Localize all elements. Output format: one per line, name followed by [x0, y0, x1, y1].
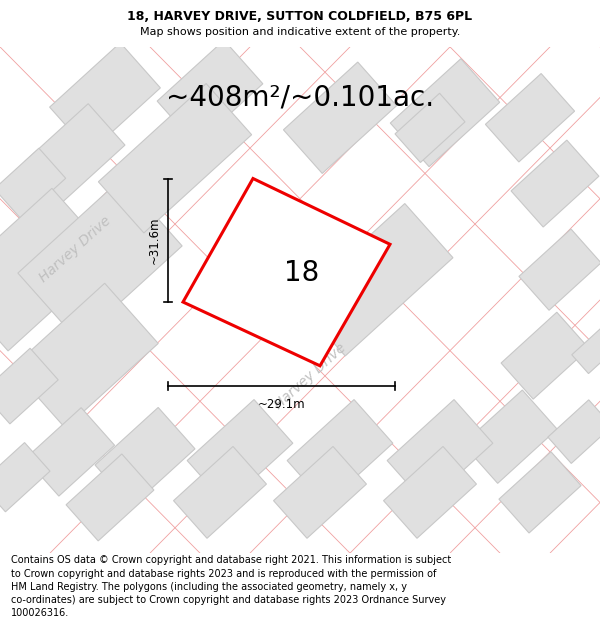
Polygon shape — [283, 62, 397, 174]
Text: Contains OS data © Crown copyright and database right 2021. This information is : Contains OS data © Crown copyright and d… — [11, 555, 451, 565]
Polygon shape — [390, 59, 500, 167]
Polygon shape — [66, 454, 154, 541]
Polygon shape — [12, 283, 158, 428]
Polygon shape — [511, 140, 599, 227]
Text: 100026316.: 100026316. — [11, 609, 69, 619]
Text: Harvey Drive: Harvey Drive — [272, 340, 349, 412]
Polygon shape — [0, 348, 58, 424]
Text: ~408m²/~0.101ac.: ~408m²/~0.101ac. — [166, 84, 434, 111]
Text: co-ordinates) are subject to Crown copyright and database rights 2023 Ordnance S: co-ordinates) are subject to Crown copyr… — [11, 595, 446, 605]
Text: Map shows position and indicative extent of the property.: Map shows position and indicative extent… — [140, 26, 460, 36]
Text: 18, HARVEY DRIVE, SUTTON COLDFIELD, B75 6PL: 18, HARVEY DRIVE, SUTTON COLDFIELD, B75 … — [127, 10, 473, 23]
Polygon shape — [187, 399, 293, 504]
Polygon shape — [499, 452, 581, 533]
Polygon shape — [519, 229, 600, 310]
Polygon shape — [274, 446, 367, 538]
Polygon shape — [387, 399, 493, 504]
Polygon shape — [287, 399, 393, 504]
Text: ~29.1m: ~29.1m — [257, 398, 305, 411]
Polygon shape — [50, 42, 160, 152]
Polygon shape — [395, 93, 465, 162]
Polygon shape — [98, 84, 251, 233]
Polygon shape — [0, 442, 50, 512]
Polygon shape — [297, 204, 453, 356]
Polygon shape — [548, 400, 600, 463]
Text: Harvey Drive: Harvey Drive — [37, 214, 113, 285]
Polygon shape — [183, 179, 390, 366]
Polygon shape — [95, 408, 195, 506]
Polygon shape — [463, 390, 557, 483]
Polygon shape — [0, 188, 112, 351]
Text: to Crown copyright and database rights 2023 and is reproduced with the permissio: to Crown copyright and database rights 2… — [11, 569, 436, 579]
Polygon shape — [572, 328, 600, 374]
Polygon shape — [173, 446, 266, 538]
Text: ~31.6m: ~31.6m — [148, 216, 161, 264]
Polygon shape — [501, 312, 589, 399]
Polygon shape — [0, 148, 65, 219]
Polygon shape — [25, 104, 125, 202]
Polygon shape — [18, 178, 182, 341]
Polygon shape — [485, 74, 575, 162]
Polygon shape — [157, 40, 263, 145]
Polygon shape — [383, 446, 476, 538]
Text: 18: 18 — [284, 259, 319, 287]
Polygon shape — [25, 408, 115, 496]
Text: HM Land Registry. The polygons (including the associated geometry, namely x, y: HM Land Registry. The polygons (includin… — [11, 582, 407, 592]
